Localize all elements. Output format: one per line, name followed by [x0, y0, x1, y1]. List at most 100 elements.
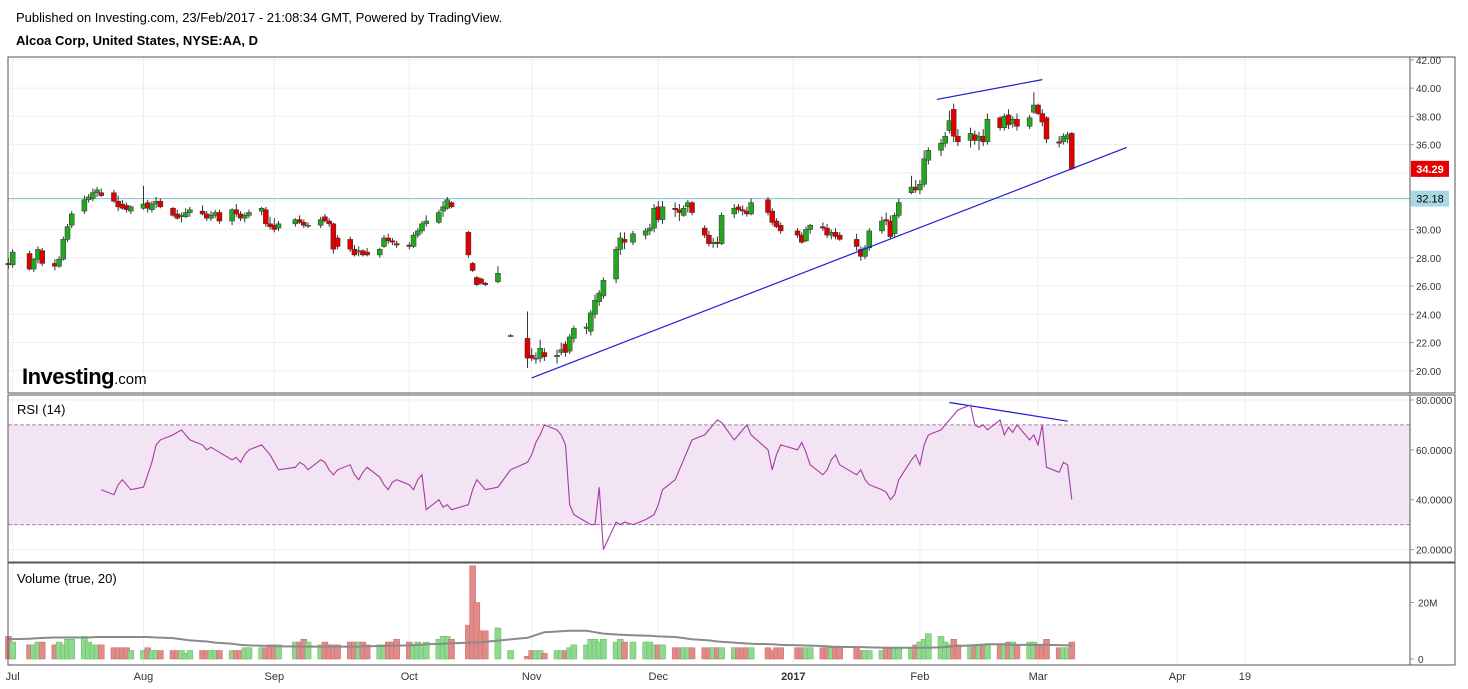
candle-body [942, 135, 948, 144]
candle-body [170, 208, 176, 216]
candle-body [495, 273, 501, 283]
volume-bar [422, 641, 430, 660]
candle-body [275, 223, 282, 229]
volume-tick-label: 20M [1418, 599, 1437, 610]
candle-body [415, 230, 421, 236]
candle-body [735, 206, 742, 210]
last-price-badge [1411, 160, 1449, 177]
rsi-trendline [949, 401, 1068, 422]
volume-tick-label: 0 [1418, 655, 1424, 666]
price-tick-label: 22.00 [1416, 339, 1441, 350]
candle-body [465, 232, 472, 256]
x-tick-label: Aug [134, 671, 154, 683]
candle-body [90, 192, 96, 199]
candle-body [689, 202, 695, 213]
candle-body [229, 209, 235, 222]
candle-body [389, 240, 396, 243]
volume-bar [1068, 641, 1076, 660]
volume-bar [747, 647, 755, 660]
candle-body [216, 212, 223, 222]
trendline [936, 79, 1043, 101]
candle-body [955, 135, 961, 143]
candle-body [938, 142, 944, 151]
volume-bar [570, 644, 578, 660]
rsi-band [8, 424, 1410, 525]
pane-border [7, 562, 1456, 666]
candle-body [68, 213, 75, 226]
volume-bar [304, 641, 312, 660]
investing-logo: Investing.com [22, 364, 147, 389]
volume-bar [600, 638, 607, 660]
candle-body [701, 227, 708, 236]
candle-body [478, 278, 484, 284]
price-tick-label: 30.00 [1416, 225, 1441, 236]
grid-lines [8, 57, 1410, 665]
candle-body [533, 357, 539, 360]
axis-labels: Jul Aug Sep Oct Nov Dec 2017 Feb Mar Apr 19 42.00 40… [6, 56, 1453, 683]
price-tick-label: 24.00 [1416, 310, 1441, 321]
candle-body [241, 215, 248, 219]
price-tick-label: 36.00 [1416, 141, 1441, 152]
volume-bar [393, 638, 400, 660]
volume-bar [157, 650, 164, 660]
volume-bar [334, 644, 341, 660]
candle-body [596, 292, 602, 302]
volume-bar [275, 644, 282, 660]
candle-body [803, 229, 809, 242]
volume-bar [127, 650, 135, 660]
x-tick-label: Oct [401, 671, 418, 683]
candle-body [9, 251, 16, 266]
pane-border [7, 394, 1456, 563]
hline-price-label: 32.18 [1416, 194, 1444, 206]
volume-bar [68, 638, 75, 660]
last-price-label: 34.29 [1416, 164, 1444, 176]
rsi-pane-title: RSI (14) [17, 402, 66, 417]
candle-body [832, 232, 839, 237]
trendline [531, 146, 1127, 379]
candle-body [921, 158, 927, 185]
volume-bar [482, 630, 489, 660]
candle-body [507, 335, 514, 337]
volume-bar [629, 641, 637, 660]
candle-body [862, 247, 868, 257]
volume-bar [777, 647, 784, 660]
candle-body [469, 263, 476, 271]
hline-price-badge [1411, 190, 1449, 207]
candle-body [541, 352, 548, 357]
candle-body [1069, 133, 1075, 170]
candle-body [891, 215, 898, 234]
volume-bar [895, 647, 903, 660]
candle-body [836, 234, 843, 240]
candle-body [317, 219, 324, 226]
candle-body [31, 258, 37, 270]
chart-marks [5, 79, 1410, 660]
candle-body [777, 224, 784, 232]
volume-bar [806, 647, 814, 660]
candle-body [731, 208, 737, 215]
candle-body [94, 189, 100, 193]
candle-body [296, 219, 303, 223]
candle-body [917, 183, 923, 191]
candle-body [330, 223, 337, 250]
candle-body [385, 237, 391, 242]
candle-body [950, 109, 957, 137]
volume-bar [836, 647, 843, 660]
candle-body [448, 202, 455, 208]
candle-body [111, 192, 117, 202]
candle-body [571, 328, 577, 339]
candle-body [482, 282, 489, 285]
candle-body [588, 312, 594, 332]
volume-bar [621, 641, 628, 660]
candle-body [347, 239, 353, 250]
candle-body [98, 192, 105, 196]
candle-body [187, 209, 193, 213]
volume-bar [659, 644, 666, 660]
pane-border [7, 56, 1456, 394]
candle-body [1043, 117, 1050, 140]
candle-body [765, 199, 771, 213]
candle-body [208, 215, 214, 219]
candle-body [621, 239, 628, 243]
candle-body [182, 212, 189, 218]
x-tick-label: Jul [6, 671, 20, 683]
